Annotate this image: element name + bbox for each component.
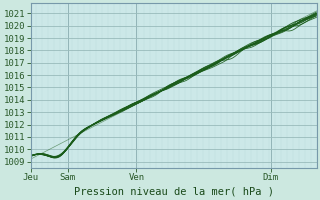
X-axis label: Pression niveau de la mer( hPa ): Pression niveau de la mer( hPa ) bbox=[74, 187, 274, 197]
